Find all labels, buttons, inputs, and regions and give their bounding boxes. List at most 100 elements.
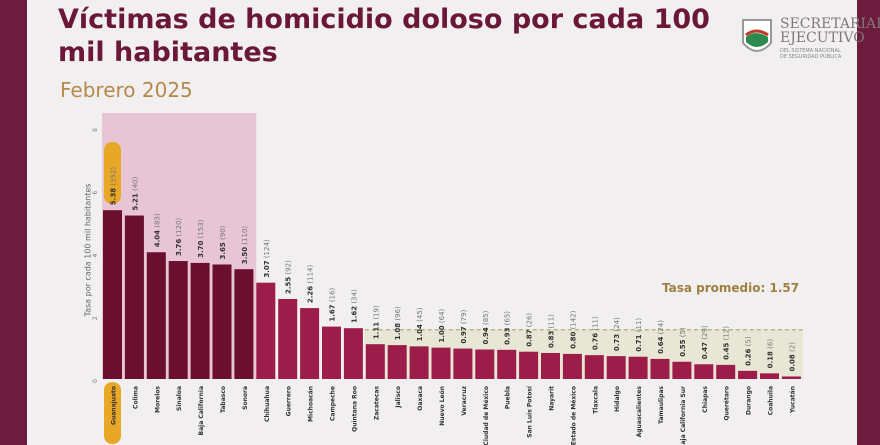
highlight-name-pill: [104, 382, 121, 444]
bar: [431, 347, 451, 379]
bar: [212, 264, 232, 379]
y-tick-label: 2: [92, 316, 99, 320]
category-label: Coahuila: [768, 386, 775, 415]
bar: [606, 356, 626, 379]
bar: [278, 298, 298, 379]
data-label: 5.38 (352): [110, 167, 118, 206]
data-label: 0.71 (11): [635, 318, 643, 352]
category-label: Chiapas: [702, 386, 709, 413]
data-label: 0.93 (65): [504, 311, 512, 345]
bar: [343, 328, 363, 379]
category-label: Quintana Roo: [351, 386, 358, 432]
data-label: 0.45 (12): [723, 326, 731, 360]
data-label: 0.18 (6): [767, 339, 775, 369]
logo-subtext: DEL SISTEMA NACIONAL DE SEGURIDAD PÚBLICA: [780, 48, 842, 60]
category-label: Chihuahua: [264, 386, 271, 422]
data-label: 3.07 (124): [263, 239, 271, 278]
category-label: Sonora: [242, 386, 249, 410]
category-label: Hidalgo: [614, 386, 621, 412]
data-label: 3.50 (110): [241, 226, 249, 265]
category-label: Nayarit: [549, 386, 556, 411]
highlight-value-pill: [104, 142, 121, 204]
category-label: Estado de México: [570, 386, 577, 445]
category-label: Baja California: [198, 386, 205, 435]
category-label: Sinaloa: [176, 386, 183, 411]
data-label: 2.55 (92): [285, 260, 293, 294]
logo: SECRETARIADOEJECUTIVO DEL SISTEMA NACION…: [740, 17, 880, 62]
bar: [409, 346, 429, 379]
category-label: Jalisco: [395, 386, 402, 409]
data-label: 0.64 (24): [657, 320, 665, 354]
bar: [300, 308, 320, 379]
bar: [672, 361, 692, 379]
category-label: Yucatán: [789, 386, 796, 414]
category-label: Tamaulipas: [658, 386, 665, 424]
bar: [453, 348, 473, 379]
bar: [234, 269, 254, 379]
category-label: Nuevo León: [439, 386, 446, 426]
category-label: Michoacán: [308, 386, 315, 422]
category-label: Durango: [746, 386, 753, 415]
page-subtitle: Febrero 2025: [60, 78, 193, 102]
bar: [650, 358, 670, 379]
bar: [519, 351, 539, 379]
bar: [387, 345, 407, 379]
category-label: Aguascalientes: [636, 386, 643, 438]
bar: [738, 370, 758, 379]
y-tick-label: 4: [92, 253, 99, 257]
bar: [190, 262, 210, 379]
bar: [628, 356, 648, 379]
bar: [168, 261, 188, 379]
data-label: 0.08 (2): [788, 342, 796, 372]
category-label: Baja California Sur: [680, 386, 687, 445]
category-label: Guanajuato: [111, 386, 118, 425]
bar: [497, 349, 517, 379]
bar: [716, 364, 736, 379]
left-border: [0, 0, 27, 445]
data-label: 0.97 (79): [460, 309, 468, 343]
data-label: 1.67 (16): [329, 287, 337, 321]
category-label: Colima: [132, 386, 139, 409]
shield-icon: [742, 19, 772, 52]
category-label: San Luis Potosí: [527, 385, 534, 438]
average-band: [364, 329, 803, 379]
bar: [760, 373, 779, 379]
data-label: 0.26 (5): [745, 336, 753, 366]
data-label: 4.04 (83): [153, 213, 161, 247]
bar: [256, 282, 276, 379]
category-label: Tlaxcala: [592, 386, 599, 414]
bar: [365, 344, 385, 379]
bar: [781, 376, 801, 379]
data-label: 0.76 (11): [591, 316, 599, 350]
category-label: Tabasco: [220, 386, 227, 413]
category-label: Morelos: [154, 386, 161, 413]
data-label: 0.73 (24): [613, 317, 621, 351]
data-label: 1.08 (96): [394, 306, 402, 340]
right-border: [857, 0, 880, 445]
data-label: 1.62 (34): [350, 289, 358, 323]
data-label: 0.47 (29): [701, 325, 709, 359]
bar: [146, 252, 166, 379]
y-tick-label: 0: [92, 379, 99, 383]
data-label: 1.11 (19): [372, 305, 380, 339]
logo-text: SECRETARIADOEJECUTIVO: [780, 16, 880, 46]
average-label: Tasa promedio: 1.57: [662, 281, 800, 295]
category-label: Ciudad de México: [483, 386, 490, 445]
data-label: 1.00 (64): [438, 308, 446, 342]
page-title: Víctimas de homicidio doloso por cada 10…: [58, 4, 710, 68]
data-label: 1.04 (45): [416, 307, 424, 341]
bar: [541, 352, 560, 379]
bar: [124, 215, 144, 379]
category-label: Campeche: [330, 386, 337, 421]
data-label: 0.80 (142): [569, 310, 577, 349]
data-label: 0.55 (5): [679, 327, 687, 357]
bar: [103, 210, 122, 379]
data-label: 3.70 (153): [197, 219, 205, 258]
data-label: 2.26 (114): [307, 264, 315, 303]
bar: [562, 353, 582, 379]
category-label: Querétaro: [724, 386, 731, 420]
category-label: Puebla: [505, 386, 512, 409]
data-label: 5.21 (40): [131, 176, 139, 210]
data-label: 0.94 (85): [482, 310, 490, 344]
